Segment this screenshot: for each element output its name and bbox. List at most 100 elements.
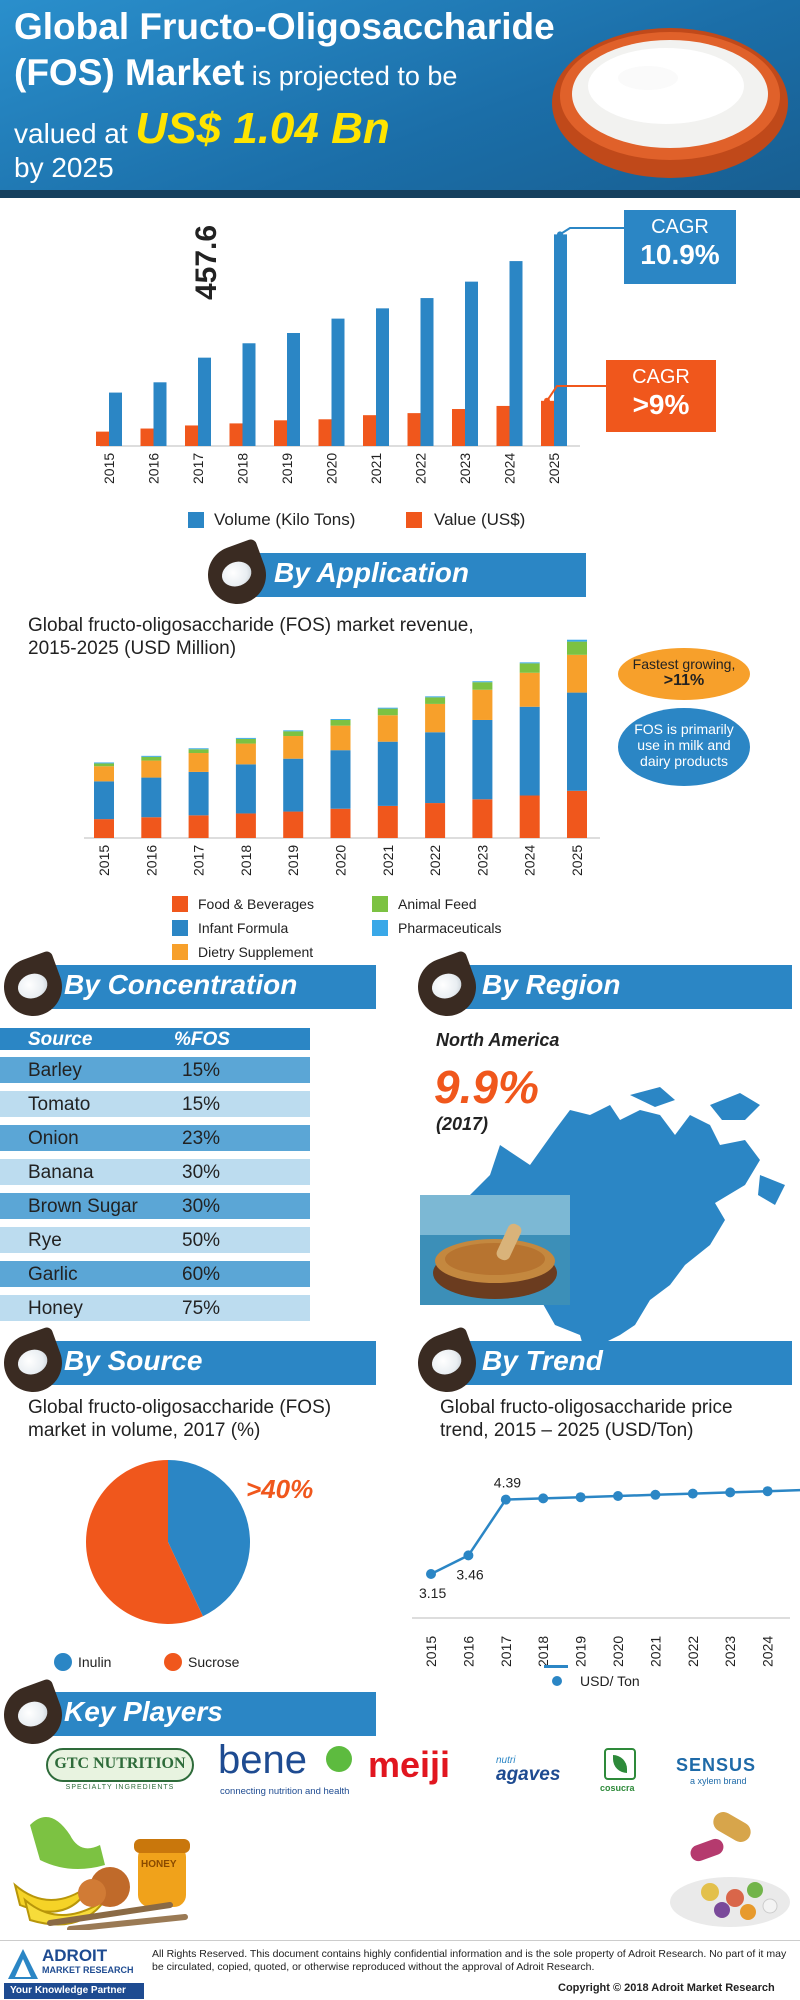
app-bar-dietry-supplement-2020	[330, 725, 351, 751]
header-banner: Global Fructo-Oligosaccharide (FOS) Mark…	[0, 0, 800, 190]
cosucra-leaf-icon	[613, 1755, 627, 1773]
dairy-callout-line1: FOS is primarily	[634, 721, 734, 737]
nutriagaves-logo: agaves	[496, 1764, 561, 1785]
supplements-illustration	[670, 1812, 790, 1927]
powder-leaf-icon	[199, 537, 275, 613]
legend-trend-line	[544, 1665, 568, 1668]
beneo-logo: bene	[218, 1738, 307, 1782]
source-subtitle-line1: Global fructo-oligosaccharide (FOS)	[28, 1397, 332, 1418]
cagr-volume-callout: CAGR 10.9%	[624, 210, 736, 284]
col-fos-header: %FOS	[174, 1029, 230, 1050]
volume-bar-2025	[554, 234, 567, 446]
year-tick-label: 2018	[235, 453, 251, 484]
app-bar-pharmaceuticals-2022	[425, 696, 446, 698]
header-title-line1: Global Fructo-Oligosaccharide	[14, 6, 555, 47]
value-bar-2023	[452, 409, 465, 446]
meiji-logo: meiji	[368, 1744, 451, 1785]
powder-leaf-icon	[409, 949, 485, 1025]
row-fos-percent: 23%	[182, 1128, 221, 1149]
region-year: (2017)	[436, 1114, 489, 1134]
trend-data-label: 4.39	[494, 1475, 521, 1491]
year-tick-label: 2024	[760, 1636, 776, 1667]
fos-powder-bowl-image	[552, 28, 788, 178]
row-fos-percent: 30%	[182, 1162, 221, 1183]
concentration-table-header: Source %FOS	[0, 1028, 310, 1050]
trend-point-2016	[463, 1550, 474, 1561]
application-stacked-chart: 2015 2016 2017 2018 2019 2020 2021 2022 2023 2024…	[84, 639, 600, 876]
cinnamon-powder-bowl-image	[420, 1195, 570, 1305]
app-bar-infant-formula-2022	[425, 732, 446, 804]
cosucra-logo-text: cosucra	[600, 1783, 635, 1793]
row-fos-percent: 75%	[182, 1298, 221, 1319]
app-bar-infant-formula-2024	[519, 706, 540, 796]
year-tick-label: 2015	[423, 1636, 439, 1667]
row-source: Brown Sugar	[28, 1196, 138, 1217]
legend-food-swatch	[172, 896, 188, 912]
year-tick-label: 2020	[610, 1636, 626, 1667]
app-bar-pharmaceuticals-2017	[188, 748, 209, 750]
year-tick-label: 2023	[457, 453, 473, 484]
source-section-bar	[44, 1341, 376, 1385]
adroit-tagline: Your Knowledge Partner	[4, 1983, 144, 1999]
row-source: Rye	[28, 1230, 62, 1251]
application-section-title: By Application	[274, 557, 469, 588]
dairy-callout-line3: dairy products	[640, 753, 728, 769]
cagr-volume-connector	[559, 227, 624, 236]
app-bar-infant-formula-2023	[472, 719, 493, 800]
trend-point-2022	[687, 1488, 698, 1499]
header-divider	[0, 190, 800, 198]
legend-inulin-label: Inulin	[78, 1654, 112, 1670]
footer-copyright: Copyright © 2018 Adroit Market Research	[558, 1982, 775, 1994]
legend-sucrose-label: Sucrose	[188, 1654, 240, 1670]
app-bar-animal-feed-2024	[519, 663, 540, 673]
header-value-line: valued at US$ 1.04 Bn	[14, 104, 390, 154]
year-tick-label: 2018	[238, 845, 254, 876]
app-bar-animal-feed-2020	[330, 719, 351, 726]
table-row: Banana 30%	[0, 1159, 310, 1185]
app-bar-animal-feed-2025	[567, 641, 587, 655]
trend-section-bar	[454, 1341, 792, 1385]
app-bar-dietry-supplement-2018	[235, 743, 256, 765]
app-bar-dietry-supplement-2019	[283, 736, 304, 759]
volume-bar-2024	[509, 261, 523, 446]
region-section-title: By Region	[482, 969, 621, 1000]
app-bar-animal-feed-2019	[283, 731, 304, 737]
beneo-logo-sub: connecting nutrition and health	[220, 1786, 350, 1797]
gtc-nutrition-logo: GTC NUTRITION	[46, 1748, 194, 1782]
year-tick-label: 2016	[143, 845, 159, 876]
cagr-value-connector	[546, 385, 606, 402]
trend-series-line	[430, 1488, 800, 1576]
adroit-brand-sub: MARKET RESEARCH	[42, 1965, 134, 1975]
cagr-volume-value: 10.9%	[640, 239, 720, 270]
trend-point-2023	[725, 1487, 736, 1498]
app-bar-pharmaceuticals-2024	[519, 662, 540, 664]
cagr-volume-label: CAGR	[651, 216, 709, 238]
legend-volume-label: Volume (Kilo Tons)	[214, 510, 356, 529]
header-by-year: by 2025	[14, 152, 114, 183]
table-row: Barley 15%	[0, 1057, 310, 1083]
app-bar-infant-formula-2021	[377, 741, 398, 806]
pie-slice-sucrose	[86, 1460, 203, 1624]
cagr-volume-dot	[557, 231, 563, 238]
app-bar-dietry-supplement-2021	[377, 715, 398, 742]
trend-point-2018	[538, 1493, 549, 1504]
year-tick-label: 2022	[427, 845, 443, 876]
year-tick-label: 2022	[685, 1636, 701, 1667]
app-bar-food-beverages-2024	[519, 795, 540, 838]
volume-bar-2015	[109, 392, 122, 446]
trend-point-2024	[762, 1486, 773, 1497]
trend-data-label: 3.46	[456, 1566, 483, 1582]
players-section-bar	[44, 1692, 376, 1736]
table-row: Garlic 60%	[0, 1261, 310, 1287]
year-tick-label: 2017	[498, 1636, 514, 1667]
app-bar-food-beverages-2025	[567, 790, 587, 838]
volume-bar-2023	[465, 281, 478, 446]
legend-value-label: Value (US$)	[434, 510, 526, 529]
app-bar-dietry-supplement-2015	[94, 766, 114, 782]
row-fos-percent: 15%	[182, 1060, 221, 1081]
value-bar-2024	[496, 405, 510, 446]
row-source: Garlic	[28, 1264, 78, 1285]
year-tick-label: 2024	[522, 845, 538, 876]
year-tick-label: 2025	[569, 845, 585, 876]
table-row: Rye 50%	[0, 1227, 310, 1253]
